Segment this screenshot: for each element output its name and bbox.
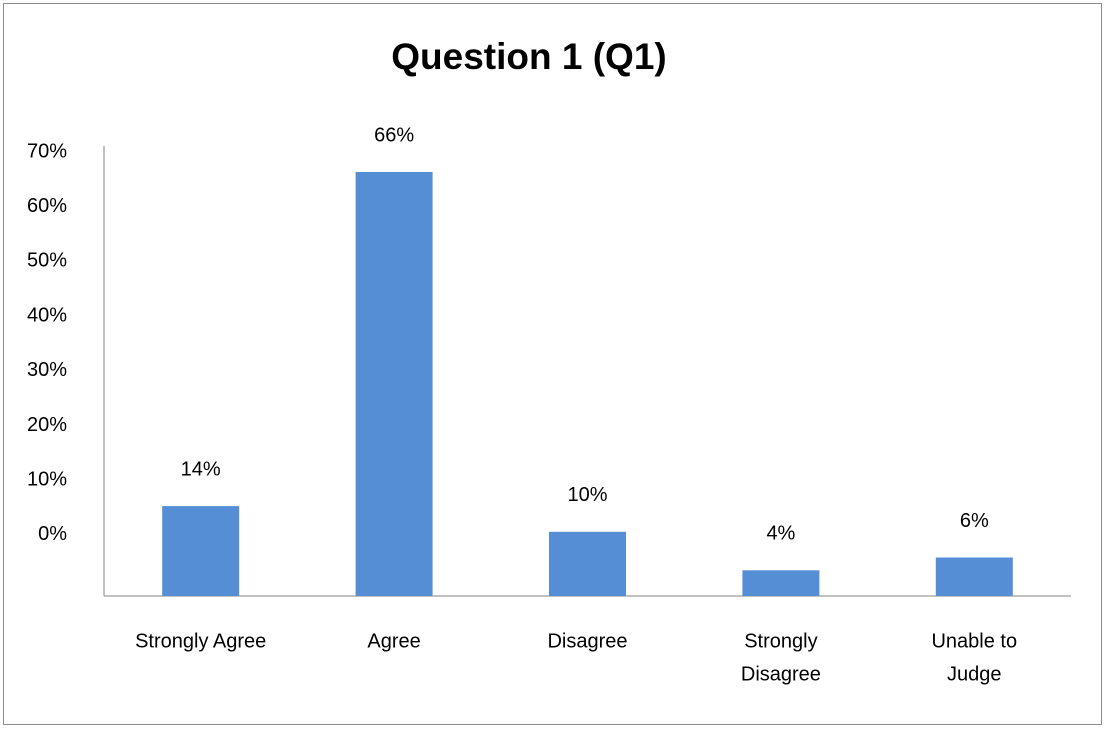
bar [355, 172, 433, 596]
data-label: 6% [960, 510, 989, 532]
y-tick-label: 20% [27, 414, 67, 436]
bar [549, 531, 626, 596]
y-tick-label: 60% [27, 195, 67, 217]
x-category-label: Disagree [547, 630, 627, 652]
data-label: 10% [567, 484, 607, 506]
chart-title: Question 1 (Q1) [391, 36, 667, 77]
x-category-label: Strongly [744, 630, 817, 652]
data-label: 4% [766, 523, 795, 545]
y-tick-label: 50% [27, 250, 67, 272]
data-label: 66% [374, 124, 414, 146]
y-tick-label: 30% [27, 359, 67, 381]
bar [935, 557, 1013, 596]
y-tick-label: 10% [27, 468, 67, 490]
data-label: 14% [181, 458, 221, 480]
bar [162, 506, 240, 596]
bar [742, 570, 820, 596]
chart-frame [3, 3, 1102, 725]
x-category-label: Disagree [741, 663, 821, 685]
x-category-label: Unable to [931, 630, 1017, 652]
x-category-label: Strongly Agree [135, 630, 266, 652]
y-tick-label: 40% [27, 304, 67, 326]
y-tick-label: 0% [38, 523, 67, 545]
y-tick-label: 70% [27, 140, 67, 162]
x-category-label: Agree [367, 630, 420, 652]
x-category-label: Judge [947, 663, 1002, 685]
